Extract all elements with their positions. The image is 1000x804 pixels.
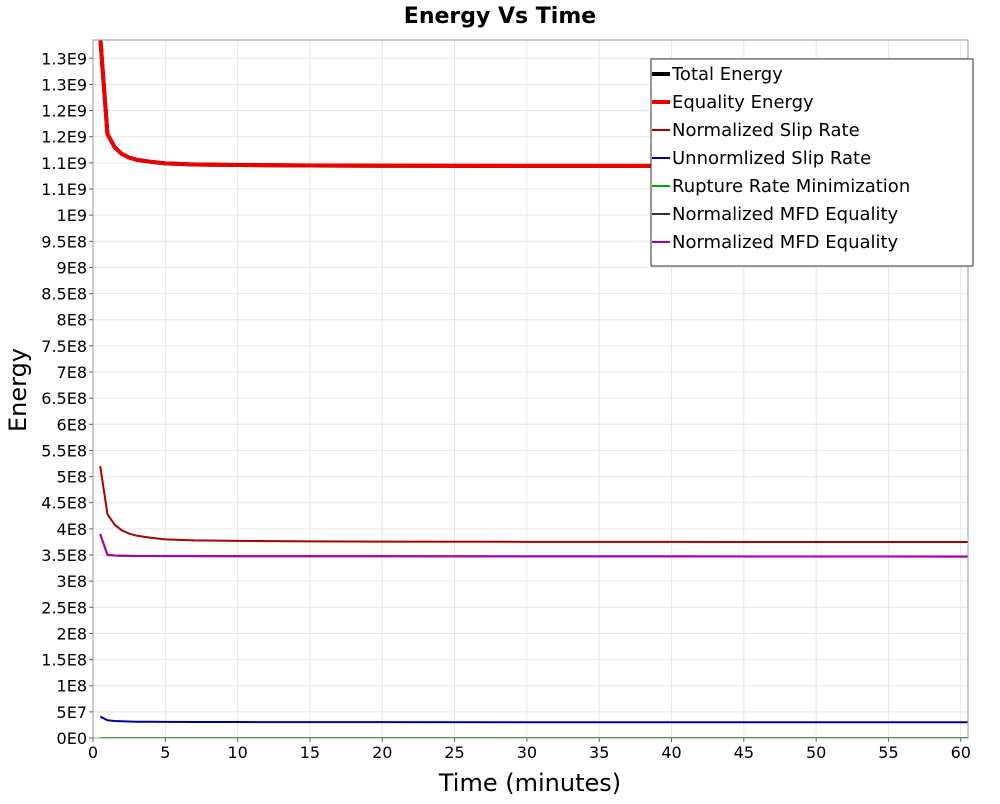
x-tick-label: 50 <box>806 743 826 762</box>
x-tick-label: 35 <box>589 743 609 762</box>
y-tick-label: 8.5E8 <box>41 285 87 304</box>
series-line-7 <box>99 533 968 558</box>
x-tick-label: 15 <box>300 743 320 762</box>
chart-title: Energy Vs Time <box>404 4 596 29</box>
y-axis-label: Energy <box>4 348 32 432</box>
y-tick-label: 9E8 <box>57 258 87 277</box>
y-tick-label: 5E7 <box>57 703 87 722</box>
y-tick-label: 1.3E9 <box>41 49 87 68</box>
legend: Total Energy Equality Energy Normalized Sl… <box>650 58 974 267</box>
y-tick-label: 2.5E8 <box>41 598 87 617</box>
y-tick-label: 9.5E8 <box>41 232 87 251</box>
x-tick-label: 60 <box>951 743 971 762</box>
x-tick-label: 55 <box>878 743 898 762</box>
x-tick-label: 0 <box>88 743 98 762</box>
y-tick-label: 2E8 <box>57 624 87 643</box>
legend-label: Total Energy <box>671 64 783 85</box>
y-tick-label: 1.2E9 <box>41 128 87 147</box>
x-axis-label: Time (minutes) <box>438 769 621 797</box>
y-tick-label: 4E8 <box>57 520 87 539</box>
y-tick-label: 0E0 <box>57 729 87 748</box>
y-tick-label: 6E8 <box>57 415 87 434</box>
x-tick-label: 20 <box>372 743 392 762</box>
y-tick-label: 5.5E8 <box>41 441 87 460</box>
y-tick-label: 1E9 <box>57 206 87 225</box>
x-tick-label: 40 <box>661 743 681 762</box>
y-tick-label: 1E8 <box>57 677 87 696</box>
series-line-3 <box>99 465 968 544</box>
x-tick-label: 30 <box>517 743 537 762</box>
legend-label: Normalized MFD Equality <box>672 232 899 253</box>
y-tick-label: 3E8 <box>57 572 87 591</box>
legend-box <box>650 58 974 267</box>
series-line-2 <box>98 40 968 169</box>
y-tick-label: 6.5E8 <box>41 389 87 408</box>
legend-label: Rupture Rate Minimization <box>672 176 910 197</box>
x-tick-label: 45 <box>734 743 754 762</box>
axis-layer: 0 5 10 15 20 25 30 35 40 45 50 55 60 0E0 5E7 1E8 1.5E8 2E… <box>41 49 971 762</box>
x-tick-label: 25 <box>444 743 464 762</box>
legend-label: Equality Energy <box>672 92 814 113</box>
y-tick-label: 4.5E8 <box>41 494 87 513</box>
series-layer <box>98 40 968 738</box>
y-tick-label: 1.5E8 <box>41 651 87 670</box>
y-tick-label: 1.1E9 <box>41 154 87 173</box>
x-tick-label: 5 <box>160 743 170 762</box>
legend-label: Normalized MFD Equality <box>672 204 899 225</box>
y-tick-label: 1.1E9 <box>41 180 87 199</box>
y-tick-label: 1.2E9 <box>41 102 87 121</box>
x-tick-label: 10 <box>227 743 247 762</box>
y-tick-label: 8E8 <box>57 311 87 330</box>
y-tick-label: 1.3E9 <box>41 75 87 94</box>
series-line-4 <box>99 715 968 724</box>
legend-label: Normalized Slip Rate <box>672 120 860 141</box>
plot-border <box>92 39 969 739</box>
y-tick-label: 7.5E8 <box>41 337 87 356</box>
legend-label: Unnormlized Slip Rate <box>672 148 871 169</box>
y-tick-label: 5E8 <box>57 468 87 487</box>
y-tick-label: 3.5E8 <box>41 546 87 565</box>
y-tick-label: 7E8 <box>57 363 87 382</box>
